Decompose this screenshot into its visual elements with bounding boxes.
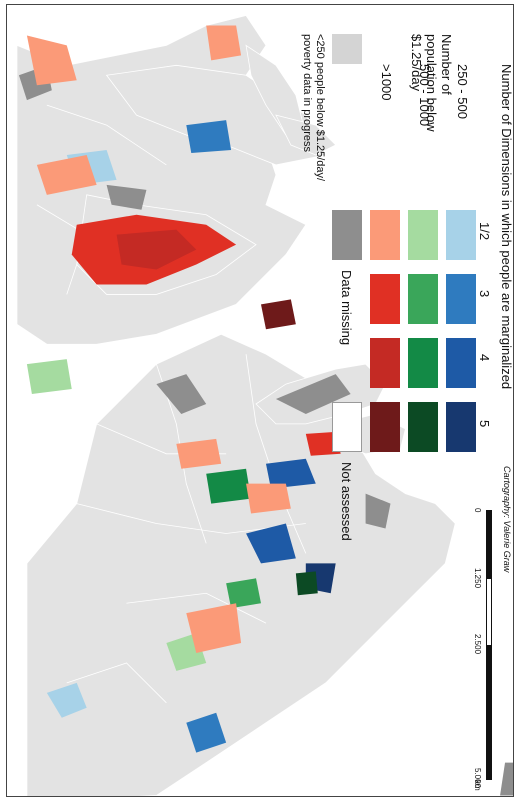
patches-red xyxy=(26,25,341,654)
legend-swatch xyxy=(408,402,438,452)
population-heading: Number of population below $1.25/day xyxy=(409,34,454,132)
not-assessed-swatch xyxy=(332,402,362,452)
below-threshold-label: <250 people below $1.25/day/ poverty dat… xyxy=(301,34,326,182)
legend-swatch xyxy=(446,274,476,324)
landmass-philippines xyxy=(275,114,337,156)
scale-segment xyxy=(486,510,492,578)
legend-swatch xyxy=(446,402,476,452)
landmass-southeast-asia xyxy=(105,64,327,166)
legend-column-header: 1/2 xyxy=(477,222,492,241)
scale-bar: 0 1.250 2.500 5.000 km xyxy=(472,508,502,791)
scale-tick: 2.500 xyxy=(473,634,482,655)
scale-tick: 1.250 xyxy=(473,568,482,589)
legend-column-header: 5 xyxy=(477,420,492,428)
data-missing-label: Data missing xyxy=(339,270,354,346)
scale-segment xyxy=(486,578,492,646)
legend-swatch xyxy=(446,338,476,388)
legend-row-label: 250 - 500 xyxy=(455,64,470,119)
scale-segment xyxy=(486,646,492,780)
legend-swatch xyxy=(408,210,438,260)
scale-unit: km xyxy=(473,780,482,791)
legend-swatch xyxy=(446,210,476,260)
legend-swatch xyxy=(408,338,438,388)
legend-swatch xyxy=(408,274,438,324)
not-assessed-label: Not assessed xyxy=(339,462,354,541)
legend-swatch xyxy=(370,402,400,452)
legend-title: Number of Dimensions in which people are… xyxy=(499,64,514,390)
legend-swatch xyxy=(370,274,400,324)
data-missing-swatch xyxy=(332,210,362,260)
legend-row-label: >1000 xyxy=(379,64,394,101)
legend-swatch xyxy=(370,210,400,260)
legend-column-header: 4 xyxy=(477,354,492,362)
scale-tick: 0 xyxy=(473,508,482,513)
legend-column-header: 3 xyxy=(477,290,492,298)
below-threshold-swatch xyxy=(332,34,362,64)
legend-swatch xyxy=(370,338,400,388)
